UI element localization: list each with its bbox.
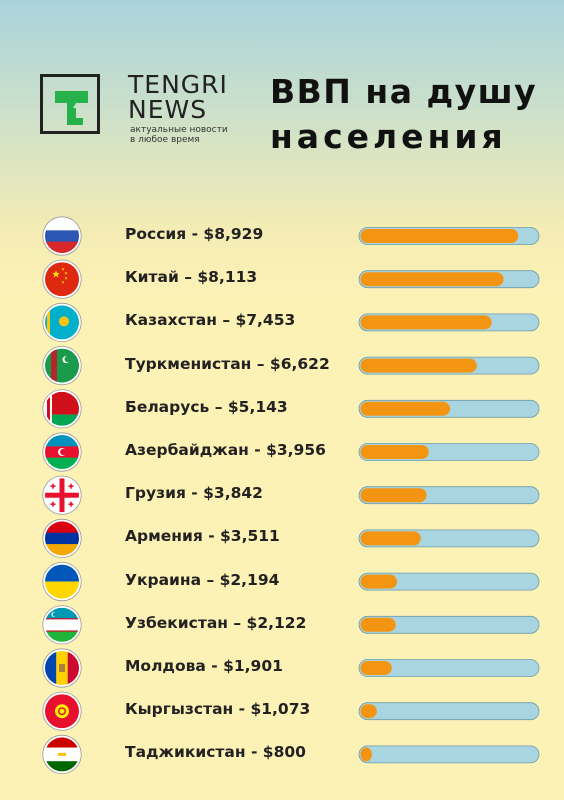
georgia-flag-icon — [45, 478, 79, 513]
tajikistan-flag-icon — [45, 737, 79, 772]
bar-track — [358, 702, 540, 721]
bar — [360, 704, 377, 719]
uzbekistan-flag-icon — [45, 607, 79, 642]
bar-label: Грузия - $3,842 — [125, 484, 263, 503]
brand-tagline-line2: в любое время — [130, 135, 200, 145]
bar-label: Украина – $2,194 — [125, 570, 280, 589]
bar-label: Россия - $8,929 — [125, 225, 264, 243]
bar-track — [358, 745, 540, 764]
bar — [360, 661, 392, 675]
azerbaijan-flag-icon — [45, 435, 79, 469]
turkmenistan-flag-icon — [45, 348, 79, 383]
bar-label: Кыргызстан - $1,073 — [125, 700, 311, 719]
brand-name-line1: TENGRI — [128, 70, 228, 99]
page-title-line2: населения — [270, 117, 507, 156]
china-flag-icon — [45, 262, 79, 297]
bar-label: Молдова - $1,901 — [125, 657, 283, 675]
kyrgyzstan-flag-icon — [45, 694, 79, 729]
page-title-line1: ВВП на душу — [270, 72, 538, 111]
brand-tagline-line1: актуальные новости — [130, 125, 228, 135]
bar-label: Узбекистан – $2,122 — [125, 613, 307, 632]
ukraine-flag-icon — [45, 564, 79, 599]
tengri-logo — [40, 74, 100, 134]
belarus-flag-icon — [45, 391, 79, 426]
bar-label: Туркменистан – $6,622 — [125, 354, 330, 373]
bar — [360, 315, 492, 330]
bar-label: Таджикистан - $800 — [125, 743, 306, 762]
bar — [360, 445, 429, 459]
bar-label: Азербайджан - $3,956 — [125, 441, 326, 459]
bar-label: Китай – $8,113 — [125, 268, 258, 287]
kazakhstan-flag-icon — [45, 305, 79, 340]
bar — [360, 617, 396, 632]
bar — [360, 358, 477, 373]
bar — [360, 531, 421, 546]
bar — [360, 401, 451, 416]
bar-label: Казахстан – $7,453 — [125, 311, 296, 330]
armenia-flag-icon — [45, 521, 79, 556]
bar-track — [358, 615, 540, 634]
moldova-flag-icon — [45, 651, 79, 685]
bar — [360, 574, 397, 589]
brand-name-line2: NEWS — [128, 95, 208, 124]
bar-label: Армения - $3,511 — [125, 527, 280, 546]
bar-track — [358, 659, 540, 677]
bar — [360, 272, 504, 287]
bar — [360, 747, 372, 762]
bar — [360, 488, 427, 503]
bar-label: Беларусь – $5,143 — [125, 397, 288, 416]
russia-flag-icon — [45, 219, 79, 253]
bar — [360, 229, 519, 243]
bar-track — [358, 572, 540, 591]
tengri-logo-icon — [55, 91, 88, 125]
